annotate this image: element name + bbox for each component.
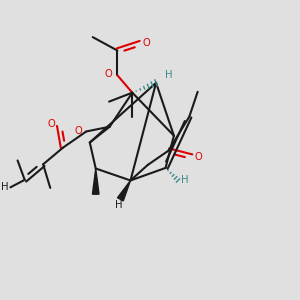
Text: O: O <box>48 119 55 129</box>
Text: O: O <box>194 152 202 162</box>
Text: O: O <box>143 38 151 48</box>
Text: H: H <box>1 182 9 192</box>
Text: O: O <box>105 69 112 79</box>
Text: H: H <box>181 176 188 185</box>
Text: H: H <box>165 70 172 80</box>
Polygon shape <box>118 181 130 201</box>
Text: H: H <box>115 200 123 210</box>
Text: O: O <box>75 126 83 136</box>
Polygon shape <box>92 169 99 194</box>
